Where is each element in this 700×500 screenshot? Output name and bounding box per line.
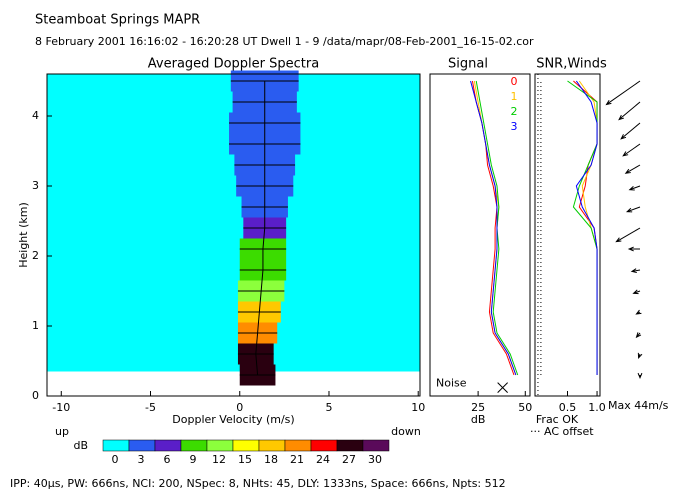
x-tick-label: 0.5 bbox=[559, 401, 577, 414]
colorbar-tick-label: 9 bbox=[190, 453, 197, 466]
series-line bbox=[575, 80, 598, 375]
wind-arrow bbox=[630, 268, 641, 274]
y-axis-label: Height (km) bbox=[17, 202, 30, 268]
colorbar-swatch bbox=[362, 439, 390, 452]
wind-arrow bbox=[624, 164, 641, 174]
wind-arrow bbox=[618, 101, 641, 121]
noise-label: Noise bbox=[436, 377, 467, 390]
wind-arrow bbox=[625, 206, 641, 213]
title: Steamboat Springs MAPR bbox=[35, 13, 200, 28]
colorbar-swatch bbox=[102, 439, 130, 452]
legend-entry: 1 bbox=[511, 90, 518, 103]
y-tick-label: 3 bbox=[32, 179, 39, 192]
colorbar-swatch bbox=[258, 439, 286, 452]
max-speed-label: Max 44m/s bbox=[608, 399, 669, 412]
legend-entry: 0 bbox=[511, 75, 518, 88]
wind-arrow bbox=[620, 122, 641, 140]
x-tick-label: 25 bbox=[471, 401, 485, 414]
panel-title: Averaged Doppler Spectra bbox=[148, 57, 319, 72]
left-label: up bbox=[55, 425, 69, 438]
mean-velocity-line bbox=[255, 81, 266, 376]
colorbar-label: dB bbox=[73, 439, 88, 452]
colorbar-swatch bbox=[206, 439, 234, 452]
colorbar-tick-label: 15 bbox=[238, 453, 252, 466]
y-tick-label: 0 bbox=[32, 389, 39, 402]
y-tick-label: 1 bbox=[32, 319, 39, 332]
y-tick-label: 2 bbox=[32, 249, 39, 262]
noise-marker bbox=[497, 382, 508, 393]
x-tick-label: 10 bbox=[411, 401, 425, 414]
colorbar-swatch bbox=[154, 439, 182, 452]
colorbar-swatch bbox=[284, 439, 312, 452]
wind-arrow bbox=[635, 332, 642, 339]
colorbar-tick-label: 27 bbox=[342, 453, 356, 466]
colorbar-swatch bbox=[128, 439, 156, 452]
panel-title: Signal bbox=[448, 57, 488, 72]
colorbar-tick-label: 12 bbox=[212, 453, 226, 466]
x-axis-label: Doppler Velocity (m/s) bbox=[172, 413, 294, 426]
series-line bbox=[470, 80, 517, 376]
plot-frame bbox=[46, 73, 421, 397]
wind-arrow bbox=[637, 352, 643, 360]
wind-arrow bbox=[605, 80, 641, 106]
colorbar-swatch bbox=[310, 439, 338, 452]
wind-arrow bbox=[637, 372, 643, 380]
colorbar-tick-label: 3 bbox=[138, 453, 145, 466]
plot-frame bbox=[429, 73, 531, 397]
colorbar-tick-label: 0 bbox=[112, 453, 119, 466]
wind-arrow bbox=[622, 143, 641, 157]
x-tick-label: 1.0 bbox=[588, 401, 606, 414]
colorbar-swatch bbox=[232, 439, 260, 452]
x-tick-label: 5 bbox=[325, 401, 332, 414]
x-tick-label: -10 bbox=[52, 401, 70, 414]
legend-entry: 3 bbox=[511, 120, 518, 133]
series-line bbox=[471, 80, 515, 376]
wind-arrow bbox=[627, 246, 640, 252]
subtitle: 8 February 2001 16:16:02 - 16:20:28 UT D… bbox=[35, 35, 534, 48]
wind-arrow bbox=[635, 309, 642, 315]
wind-arrow bbox=[615, 227, 641, 243]
colorbar-tick-label: 6 bbox=[164, 453, 171, 466]
x-tick-label: 0 bbox=[236, 401, 243, 414]
series-line bbox=[567, 80, 598, 375]
x-tick-label: -5 bbox=[145, 401, 156, 414]
colorbar-swatch bbox=[180, 439, 208, 452]
right-label: down bbox=[391, 425, 421, 438]
panel-title: SNR,Winds bbox=[536, 57, 607, 72]
y-tick-label: 4 bbox=[32, 109, 39, 122]
x-axis-label: dB bbox=[471, 413, 486, 426]
wind-arrow bbox=[632, 289, 641, 295]
legend-entry: 2 bbox=[511, 105, 518, 118]
colorbar-tick-label: 24 bbox=[316, 453, 330, 466]
x-axis-label: Frac OK bbox=[536, 413, 579, 426]
colorbar-swatch bbox=[336, 439, 364, 452]
note: ··· AC offset bbox=[530, 425, 594, 438]
footer: IPP: 40μs, PW: 666ns, NCI: 200, NSpec: 8… bbox=[10, 477, 506, 490]
wind-arrow bbox=[628, 185, 641, 191]
colorbar-tick-label: 30 bbox=[368, 453, 382, 466]
plot-frame bbox=[534, 73, 601, 397]
colorbar-tick-label: 21 bbox=[290, 453, 304, 466]
x-tick-label: 50 bbox=[518, 401, 532, 414]
series-line bbox=[573, 80, 598, 375]
colorbar-tick-label: 18 bbox=[264, 453, 278, 466]
